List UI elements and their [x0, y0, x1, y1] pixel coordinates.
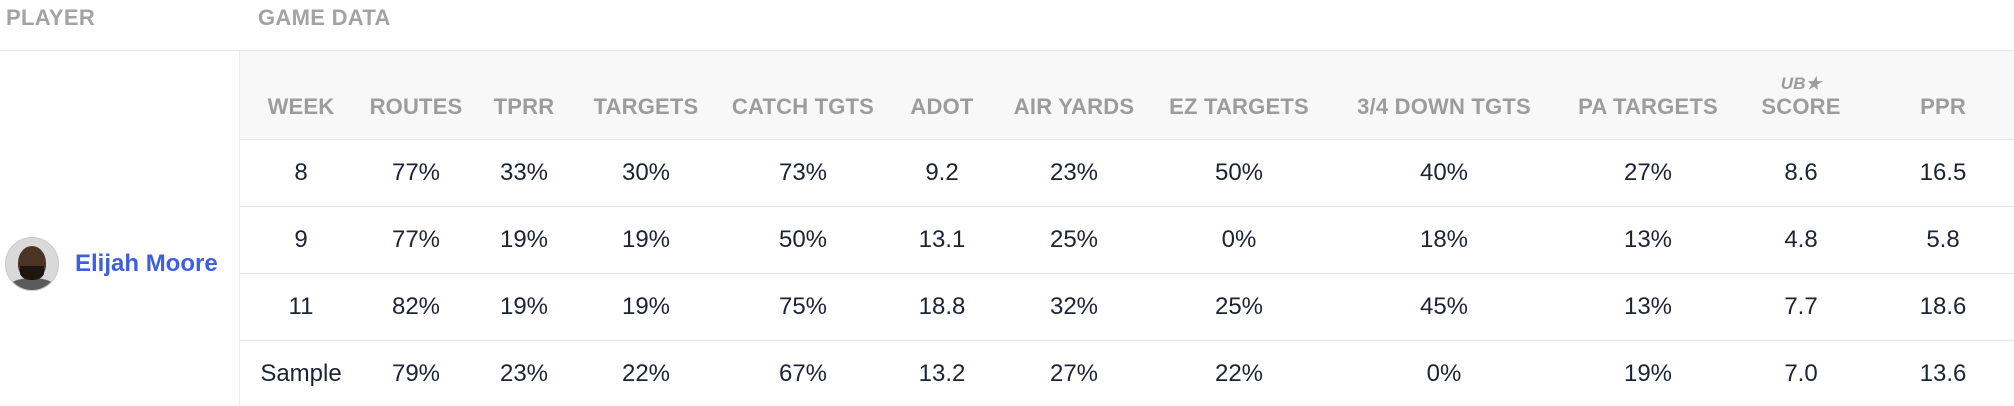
column-header-label: ROUTES [369, 93, 463, 119]
table-cell: 73% [778, 158, 828, 186]
table-cell: 40% [1419, 158, 1469, 186]
table-row: 11 82% 19% 19% 75% 18.8 32% 25% 45% 13% 7.7 18.6 [240, 273, 2014, 340]
table-cell: 5.8 [1926, 225, 1960, 253]
table-cell: 45% [1419, 292, 1469, 320]
table-cell: 13.1 [918, 225, 966, 253]
column-header-adot[interactable]: ADOT [892, 51, 992, 139]
game-data-column-title: GAME DATA [258, 5, 391, 30]
column-header-targets[interactable]: TARGETS [578, 51, 714, 139]
table-cell: 23% [499, 359, 549, 387]
column-header-label: WEEK [267, 93, 335, 119]
table-cell: 27% [1623, 158, 1673, 186]
table-cell: 16.5 [1919, 158, 1967, 186]
table-cell: 13% [1623, 292, 1673, 320]
player-avatar [5, 237, 59, 291]
table-cell: 77% [391, 158, 441, 186]
player-cell: Elijah Moore [5, 237, 218, 291]
table-cell: 0% [1221, 225, 1257, 253]
table-cell: 18.8 [918, 292, 966, 320]
table-cell: 82% [391, 292, 441, 320]
table-cell: 77% [391, 225, 441, 253]
table-cell: 18% [1419, 225, 1469, 253]
game-data-table-container: WEEK ROUTES TPRR TARGETS CATCH TGTS ADOT AIR Y… [240, 51, 2014, 406]
table-cell: 22% [621, 359, 671, 387]
column-header-label: PPR [1920, 93, 1966, 119]
column-header-routes[interactable]: ROUTES [362, 51, 470, 139]
underdog-logo-icon: UB★ [1780, 73, 1822, 93]
column-header-label: EZ TARGETS [1169, 93, 1309, 119]
table-cell: 19% [621, 225, 671, 253]
table-cell: 30% [621, 158, 671, 186]
table-cell: 9 [294, 225, 308, 253]
column-header-label: TARGETS [593, 93, 699, 119]
table-cell: 25% [1049, 225, 1099, 253]
table-header-row: WEEK ROUTES TPRR TARGETS CATCH TGTS ADOT AIR Y… [240, 51, 2014, 139]
column-header-air-yards[interactable]: AIR YARDS [992, 51, 1156, 139]
table-cell: 13.6 [1919, 359, 1967, 387]
table-row: Sample 79% 23% 22% 67% 13.2 27% 22% 0% 19% 7.0 13.6 [240, 340, 2014, 406]
table-cell: 13.2 [918, 359, 966, 387]
section-header: PLAYER GAME DATA [0, 0, 2014, 51]
table-cell: 27% [1049, 359, 1099, 387]
game-data-table: WEEK ROUTES TPRR TARGETS CATCH TGTS ADOT AIR Y… [240, 51, 2014, 406]
column-header-label: CATCH TGTS [731, 93, 875, 119]
column-header-label: ADOT [910, 93, 974, 119]
player-column-title: PLAYER [6, 5, 96, 30]
column-header-pa-targets[interactable]: PA TARGETS [1566, 51, 1730, 139]
table-cell: 25% [1214, 292, 1264, 320]
column-header-label: SCORE [1761, 93, 1841, 119]
column-header-label: PA TARGETS [1578, 93, 1718, 119]
player-column: Elijah Moore [0, 51, 240, 406]
table-cell: 50% [778, 225, 828, 253]
column-header-week[interactable]: WEEK [240, 51, 362, 139]
table-cell: 19% [499, 225, 549, 253]
table-cell: Sample [260, 359, 342, 387]
table-cell: 50% [1214, 158, 1264, 186]
table-cell: 33% [499, 158, 549, 186]
column-header-score[interactable]: UB★ SCORE [1730, 51, 1872, 139]
table-cell: 22% [1214, 359, 1264, 387]
player-name-link[interactable]: Elijah Moore [75, 250, 218, 277]
table-cell: 9.2 [925, 158, 959, 186]
table-body: 8 77% 33% 30% 73% 9.2 23% 50% 40% 27% 8.6 16.5 9 77% 1… [240, 139, 2014, 406]
table-cell: 19% [499, 292, 549, 320]
column-header-label: TPRR [493, 93, 555, 119]
column-header-tprr[interactable]: TPRR [470, 51, 578, 139]
column-header-3-4-down-tgts[interactable]: 3/4 DOWN TGTS [1322, 51, 1566, 139]
column-header-label: AIR YARDS [1013, 93, 1135, 119]
table-cell: 67% [778, 359, 828, 387]
table-cell: 79% [391, 359, 441, 387]
table-cell: 11 [288, 292, 314, 320]
table-cell: 32% [1049, 292, 1099, 320]
table-row: 8 77% 33% 30% 73% 9.2 23% 50% 40% 27% 8.6 16.5 [240, 139, 2014, 206]
column-header-catch-tgts[interactable]: CATCH TGTS [714, 51, 892, 139]
table-cell: 18.6 [1919, 292, 1967, 320]
table-cell: 75% [778, 292, 828, 320]
column-header-ez-targets[interactable]: EZ TARGETS [1156, 51, 1322, 139]
table-cell: 8 [294, 158, 308, 186]
table-cell: 19% [1623, 359, 1673, 387]
table-cell: 23% [1049, 158, 1099, 186]
table-cell: 7.7 [1784, 292, 1818, 320]
column-header-label: 3/4 DOWN TGTS [1357, 93, 1531, 119]
table-cell: 0% [1426, 359, 1462, 387]
table-row: 9 77% 19% 19% 50% 13.1 25% 0% 18% 13% 4.8 5.8 [240, 206, 2014, 273]
table-cell: 4.8 [1784, 225, 1818, 253]
table-cell: 13% [1623, 225, 1673, 253]
table-cell: 8.6 [1784, 158, 1818, 186]
column-header-ppr[interactable]: PPR [1872, 51, 2014, 139]
table-cell: 7.0 [1784, 359, 1818, 387]
table-cell: 19% [621, 292, 671, 320]
